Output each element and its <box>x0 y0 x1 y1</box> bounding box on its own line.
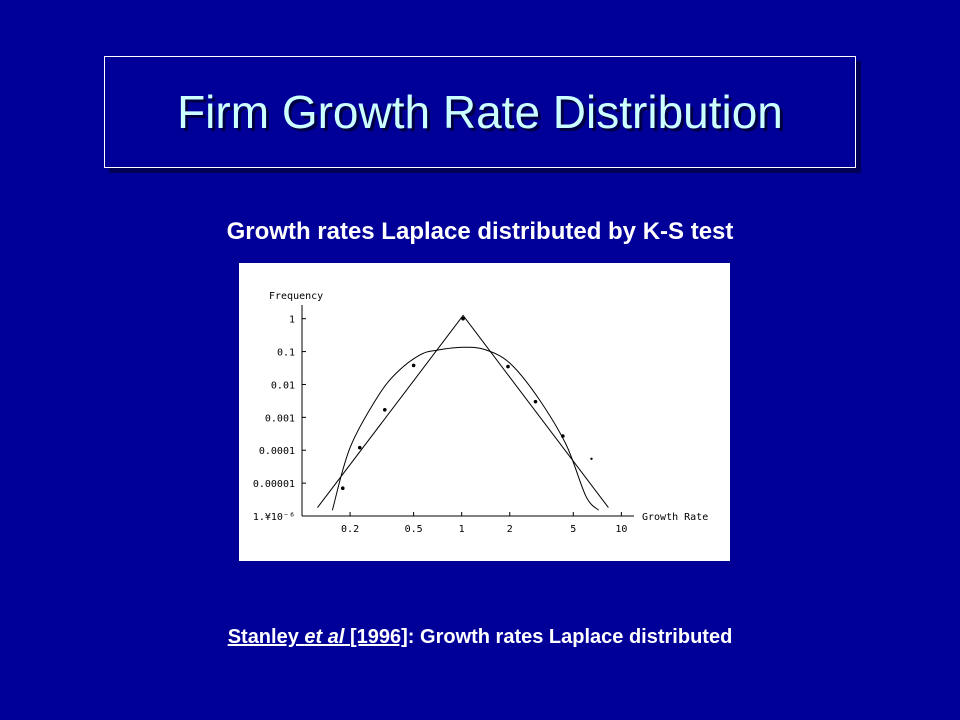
y-tick-label: 1 <box>289 315 295 326</box>
slide-subtitle: Growth rates Laplace distributed by K-S … <box>226 218 734 245</box>
citation-link[interactable]: Stanley et al [1996] <box>228 626 408 648</box>
data-points <box>340 316 593 491</box>
data-point <box>506 364 510 369</box>
citation-etal: et al <box>304 626 345 648</box>
citation-year: [1996] <box>349 626 408 648</box>
data-point <box>533 399 538 404</box>
x-tick-label: 0.2 <box>341 524 359 535</box>
data-point <box>411 363 416 368</box>
x-axis-label: Growth Rate <box>642 512 708 523</box>
gaussian-fit-curve <box>331 346 599 511</box>
title-box: Firm Growth Rate Distribution <box>104 56 856 168</box>
citation-author: Stanley <box>227 626 305 648</box>
y-tick-label: 0.1 <box>277 348 295 359</box>
y-tick-label: 0.00001 <box>253 479 295 490</box>
growth-rate-chart: Frequency Growth Rate 1 0.1 0.01 0.001 0.000… <box>253 291 708 535</box>
y-tick-label: 0.001 <box>265 413 295 424</box>
data-point <box>561 434 565 438</box>
x-tick-label: 5 <box>570 524 576 535</box>
x-tick-label: 10 <box>615 524 627 535</box>
x-ticks: 0.2 0.5 1 2 5 10 <box>341 512 627 535</box>
chart-panel: Frequency Growth Rate 1 0.1 0.01 0.001 0.000… <box>239 263 730 561</box>
fit-curves <box>317 314 609 511</box>
x-tick-label: 1 <box>459 524 465 535</box>
data-point <box>382 407 387 412</box>
data-point <box>340 486 345 491</box>
citation-rest: : Growth rates Laplace distributed <box>407 626 733 648</box>
x-tick-label: 2 <box>507 524 513 535</box>
citation: Stanley et al [1996]: Growth rates Lapla… <box>0 626 960 649</box>
data-point <box>461 316 465 321</box>
y-tick-label: 0.01 <box>271 380 295 391</box>
y-tick-label: 1.¥10⁻⁶ <box>253 512 295 523</box>
laplace-fit-curve <box>317 314 609 508</box>
slide-title: Firm Growth Rate Distribution <box>177 86 783 138</box>
y-ticks: 1 0.1 0.01 0.001 0.0001 0.00001 1.¥10⁻⁶ <box>253 315 306 523</box>
data-point <box>357 445 362 450</box>
y-tick-label: 0.0001 <box>259 446 295 457</box>
data-point <box>590 457 593 460</box>
y-axis-label: Frequency <box>269 291 323 302</box>
x-tick-label: 0.5 <box>405 524 423 535</box>
